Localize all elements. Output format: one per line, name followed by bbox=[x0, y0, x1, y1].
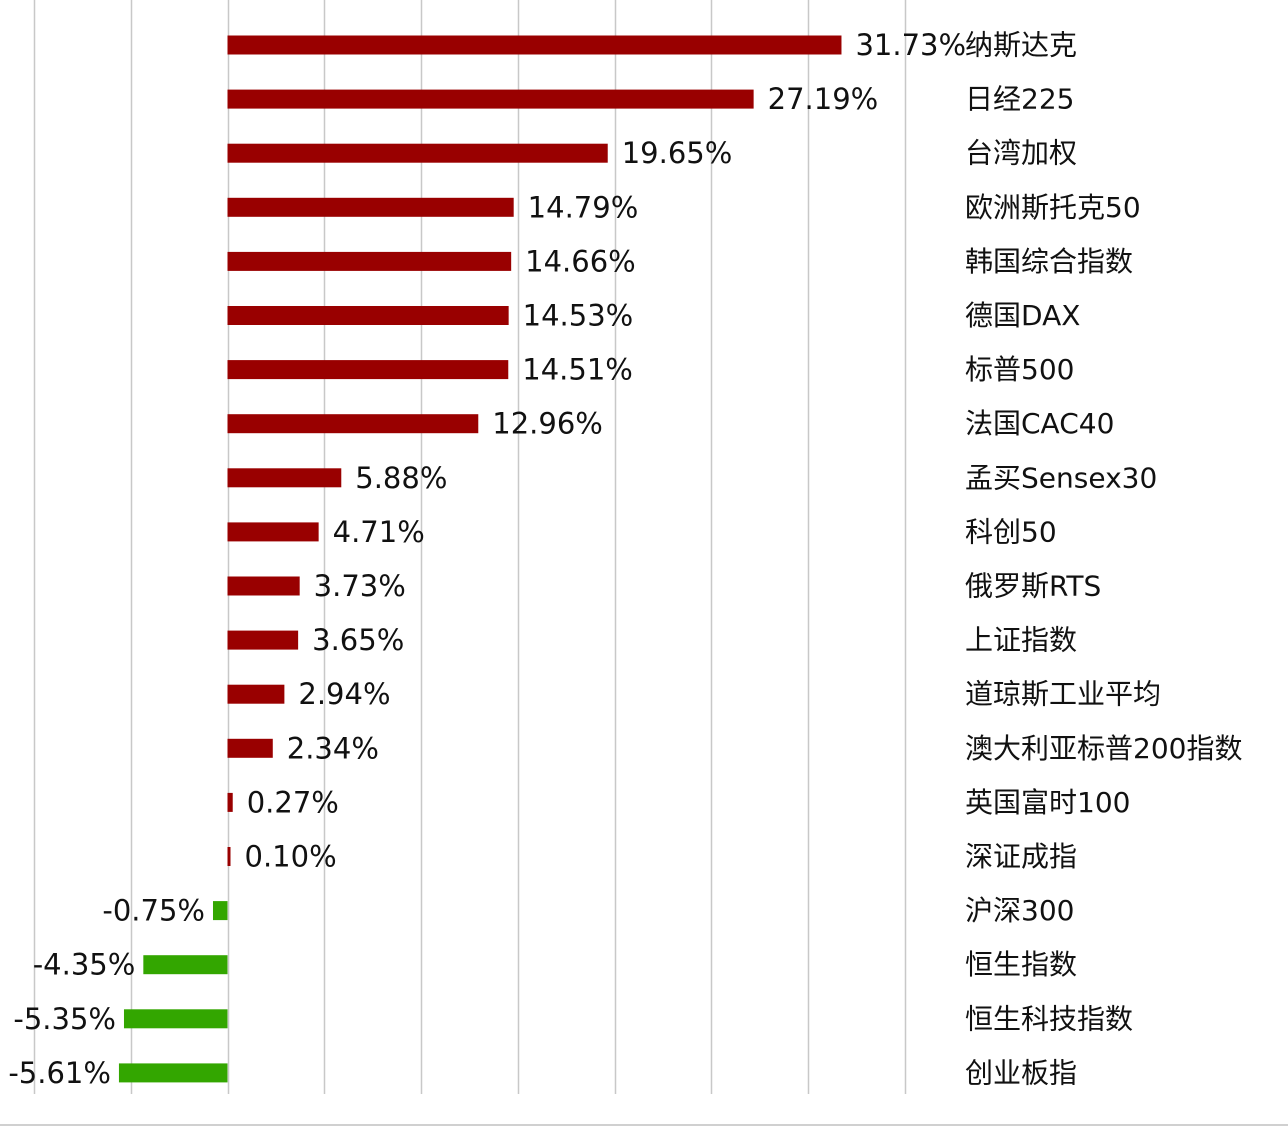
bar bbox=[227, 89, 754, 109]
category-label: 恒生指数 bbox=[965, 948, 1077, 981]
data-label: -5.61% bbox=[8, 1056, 111, 1090]
category-label: 日经225 bbox=[965, 83, 1074, 116]
category-label: 创业板指 bbox=[965, 1056, 1077, 1089]
bar bbox=[227, 251, 512, 271]
value-labels: 31.73% 27.19% 19.65% 14.79% 14.66% 14.53% 14.5… bbox=[8, 28, 966, 1090]
bar bbox=[123, 1009, 228, 1029]
bar bbox=[227, 847, 231, 866]
bar bbox=[227, 360, 509, 380]
data-label: 14.79% bbox=[528, 190, 639, 224]
data-label: 19.65% bbox=[622, 136, 733, 170]
category-label: 上证指数 bbox=[965, 624, 1077, 657]
data-label: 14.66% bbox=[525, 244, 636, 278]
data-label: 4.71% bbox=[333, 515, 425, 549]
category-label: 孟买Sensex30 bbox=[965, 461, 1157, 494]
category-label: 标普500 bbox=[965, 353, 1074, 386]
data-label: -4.35% bbox=[33, 948, 136, 982]
category-label: 德国DAX bbox=[965, 299, 1080, 332]
bars bbox=[118, 35, 842, 1083]
category-label: 澳大利亚标普200指数 bbox=[965, 732, 1242, 765]
bar bbox=[227, 576, 300, 596]
category-label: 俄罗斯RTS bbox=[965, 570, 1101, 603]
category-label: 韩国综合指数 bbox=[965, 245, 1133, 278]
category-label: 科创50 bbox=[965, 515, 1057, 548]
data-label: -5.35% bbox=[13, 1002, 116, 1036]
gridlines bbox=[33, 0, 907, 1094]
bar bbox=[227, 684, 285, 704]
bar bbox=[143, 955, 228, 975]
data-label: 5.88% bbox=[355, 461, 447, 495]
bar bbox=[212, 901, 228, 921]
bar bbox=[227, 738, 273, 758]
bar bbox=[118, 1063, 228, 1083]
data-label: 3.65% bbox=[312, 623, 404, 657]
bar bbox=[227, 522, 319, 542]
bar bbox=[227, 414, 479, 434]
category-label: 法国CAC40 bbox=[965, 407, 1114, 440]
bar bbox=[227, 35, 842, 55]
data-label: 14.51% bbox=[522, 353, 633, 387]
bar bbox=[227, 306, 509, 325]
category-label: 纳斯达克 bbox=[965, 29, 1077, 62]
bar bbox=[227, 630, 299, 650]
data-label: 14.53% bbox=[523, 299, 634, 333]
data-label: 0.10% bbox=[245, 840, 337, 874]
category-label: 台湾加权 bbox=[965, 137, 1077, 170]
bar bbox=[227, 468, 342, 488]
data-label: 27.19% bbox=[768, 82, 879, 116]
data-label: 2.34% bbox=[287, 731, 379, 765]
category-label: 恒生科技指数 bbox=[965, 1002, 1133, 1035]
data-label: 31.73% bbox=[855, 28, 966, 62]
category-label: 沪深300 bbox=[965, 894, 1074, 927]
bottom-border bbox=[0, 1124, 1288, 1126]
data-label: 3.73% bbox=[314, 569, 406, 603]
category-label: 深证成指 bbox=[965, 840, 1077, 873]
bar bbox=[227, 792, 233, 812]
data-label: -0.75% bbox=[102, 894, 205, 928]
bar bbox=[227, 143, 608, 163]
category-label: 道琼斯工业平均 bbox=[965, 678, 1161, 711]
data-label: 0.27% bbox=[247, 785, 339, 819]
data-label: 12.96% bbox=[492, 407, 603, 441]
category-label: 欧洲斯托克50 bbox=[965, 191, 1141, 224]
bar bbox=[227, 197, 514, 217]
category-label: 英国富时100 bbox=[965, 786, 1130, 819]
data-label: 2.94% bbox=[298, 677, 390, 711]
